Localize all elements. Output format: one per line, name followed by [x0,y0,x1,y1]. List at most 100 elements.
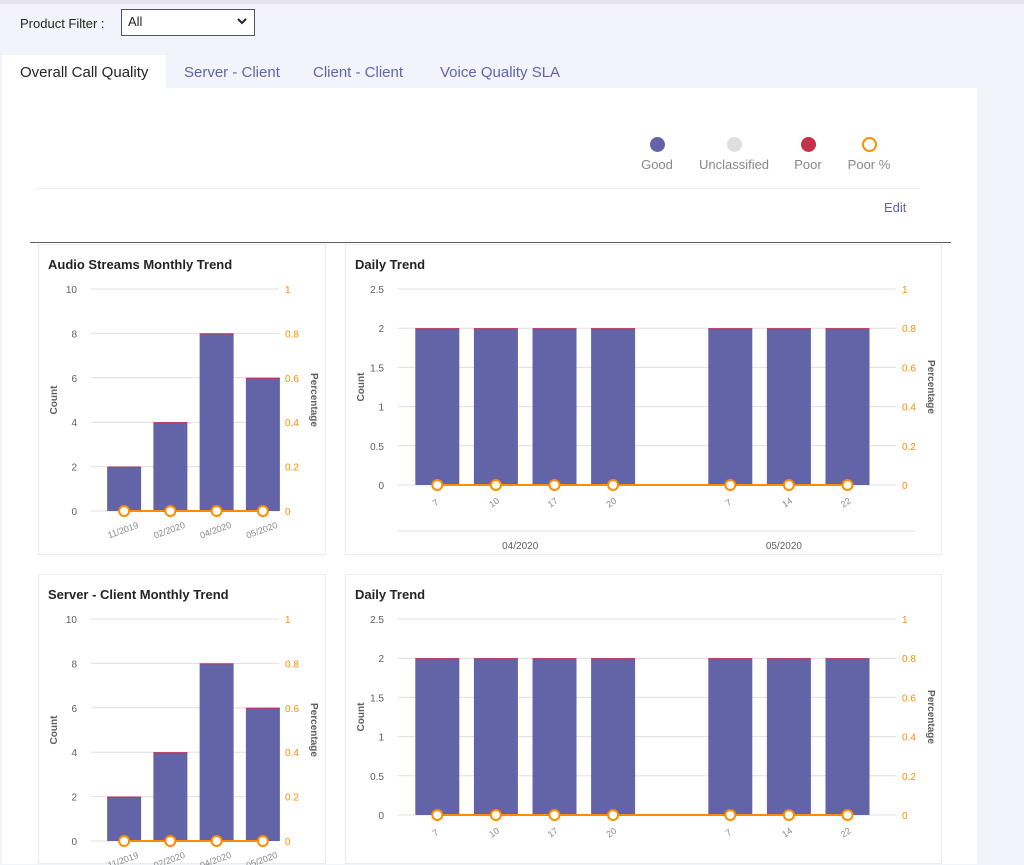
x-tick-label: 14 [780,826,794,840]
y-right-tick-label: 0 [902,811,908,822]
poor-pct-point [256,505,269,517]
chevron-down-icon [237,18,247,25]
x-tick-label: 7 [431,497,441,508]
x-tick-label: 10 [487,826,501,840]
y-right-tick-label: 1 [902,615,908,626]
y-right-tick-label: 0.8 [285,659,299,670]
y-right-axis-title: Percentage [308,373,319,427]
edit-link[interactable]: Edit [884,200,907,215]
x-tick-label: 10 [487,496,501,510]
chart-card-server-client-monthly: Server - Client Monthly Trend 0 2 4 6 8 10 0 0.… [38,574,326,865]
y-axis-title: Count [356,372,367,402]
bar [245,707,280,841]
tab-overall-call-quality[interactable]: Overall Call Quality [2,55,167,88]
poor-pct-point [164,505,177,517]
y-tick-label: 6 [71,704,77,715]
product-filter-select[interactable]: All [121,9,255,36]
x-tick-label: 17 [546,826,560,840]
y-axis-title: Count [356,702,367,732]
chart-title: Server - Client Monthly Trend [48,587,229,602]
legend-label: Poor % [847,157,891,172]
x-tick-label: 20 [604,826,618,840]
tab-server-client[interactable]: Server - Client [184,64,280,81]
bar [107,796,142,841]
y-right-tick-label: 0.4 [902,403,916,414]
legend-item-unclassified[interactable]: Unclassified [694,135,774,172]
y-right-tick-label: 0.8 [285,329,299,340]
legend-label: Unclassified [698,157,770,172]
poor-pct-point [548,809,561,821]
y-right-tick-label: 1 [285,615,291,626]
chart-card-audio-monthly: Audio Streams Monthly Trend 0 2 4 6 8 10 0 0.2 0… [38,244,326,555]
y-right-tick-label: 0.2 [902,442,916,453]
legend-item-poor[interactable]: Poor [788,135,828,172]
y-tick-label: 2 [378,324,384,335]
y-right-tick-label: 0.4 [285,418,299,429]
y-right-tick-label: 1 [285,285,291,296]
bar [153,422,188,511]
bar [532,328,577,485]
y-right-axis-title: Percentage [925,360,936,414]
unclassified-dot-icon [726,137,742,152]
y-tick-label: 10 [66,285,78,296]
y-right-tick-label: 0 [285,507,291,518]
bar [708,328,753,485]
y-tick-label: 1 [378,733,384,744]
poor-pct-point [841,479,854,491]
poor-pct-point [164,835,177,847]
poor-pct-point [431,809,444,821]
legend-label: Poor [794,157,822,172]
poor-pct-point [256,835,269,847]
section-divider [30,242,951,243]
y-right-tick-label: 0.6 [285,374,299,385]
y-right-axis-title: Percentage [925,690,936,744]
poor-pct-point [724,479,737,491]
x-tick-label: 04/2020 [199,520,233,541]
poor-pct-point [489,809,502,821]
poor-pct-point [210,505,223,517]
poor-pct-point [724,809,737,821]
poor-pct-point [210,835,223,847]
y-tick-label: 0 [71,837,77,848]
bar [825,658,870,815]
y-tick-label: 4 [71,748,77,759]
y-right-axis-title: Percentage [308,703,319,757]
bar [473,658,518,815]
top-border [0,0,1024,4]
y-right-tick-label: 0.6 [902,693,916,704]
bar [473,328,518,485]
y-tick-label: 2.5 [370,285,384,296]
legend-item-poor-pct[interactable]: Poor % [842,135,896,172]
bar [415,328,460,485]
x-tick-label: 02/2020 [152,520,186,541]
y-tick-label: 0 [378,481,384,492]
chart-title: Daily Trend [355,257,426,272]
y-right-tick-label: 0 [902,481,908,492]
x-tick-label: 11/2019 [106,850,139,865]
chart-audio-streams-monthly: 0 2 4 6 8 10 0 0.2 0.4 0.6 0.8 1 Count Percentage 11/2… [49,285,319,541]
y-tick-label: 2.5 [370,615,384,626]
x-tick-label: 7 [724,497,734,508]
tab-voice-quality-sla[interactable]: Voice Quality SLA [440,64,561,81]
y-tick-label: 0.5 [370,442,384,453]
poor-pct-point [489,479,502,491]
y-tick-label: 1 [378,403,384,414]
y-tick-label: 4 [71,418,77,429]
x-tick-label: 04/2020 [199,850,233,865]
x-tick-label: 02/2020 [152,850,186,865]
y-right-tick-label: 0.4 [285,748,299,759]
y-tick-label: 10 [66,615,78,626]
y-right-tick-label: 0.8 [902,324,916,335]
poor-pct-point [782,479,795,491]
x-tick-label: 14 [780,496,794,510]
poor-pct-ring-icon [861,137,877,152]
poor-pct-point [118,505,131,517]
y-tick-label: 0.5 [370,772,384,783]
y-tick-label: 1.5 [370,363,384,374]
y-tick-label: 2 [378,654,384,665]
tab-client-client[interactable]: Client - Client [313,64,404,81]
poor-pct-point [548,479,561,491]
legend-item-good[interactable]: Good [632,135,682,172]
y-right-tick-label: 0.4 [902,733,916,744]
poor-pct-point [782,809,795,821]
